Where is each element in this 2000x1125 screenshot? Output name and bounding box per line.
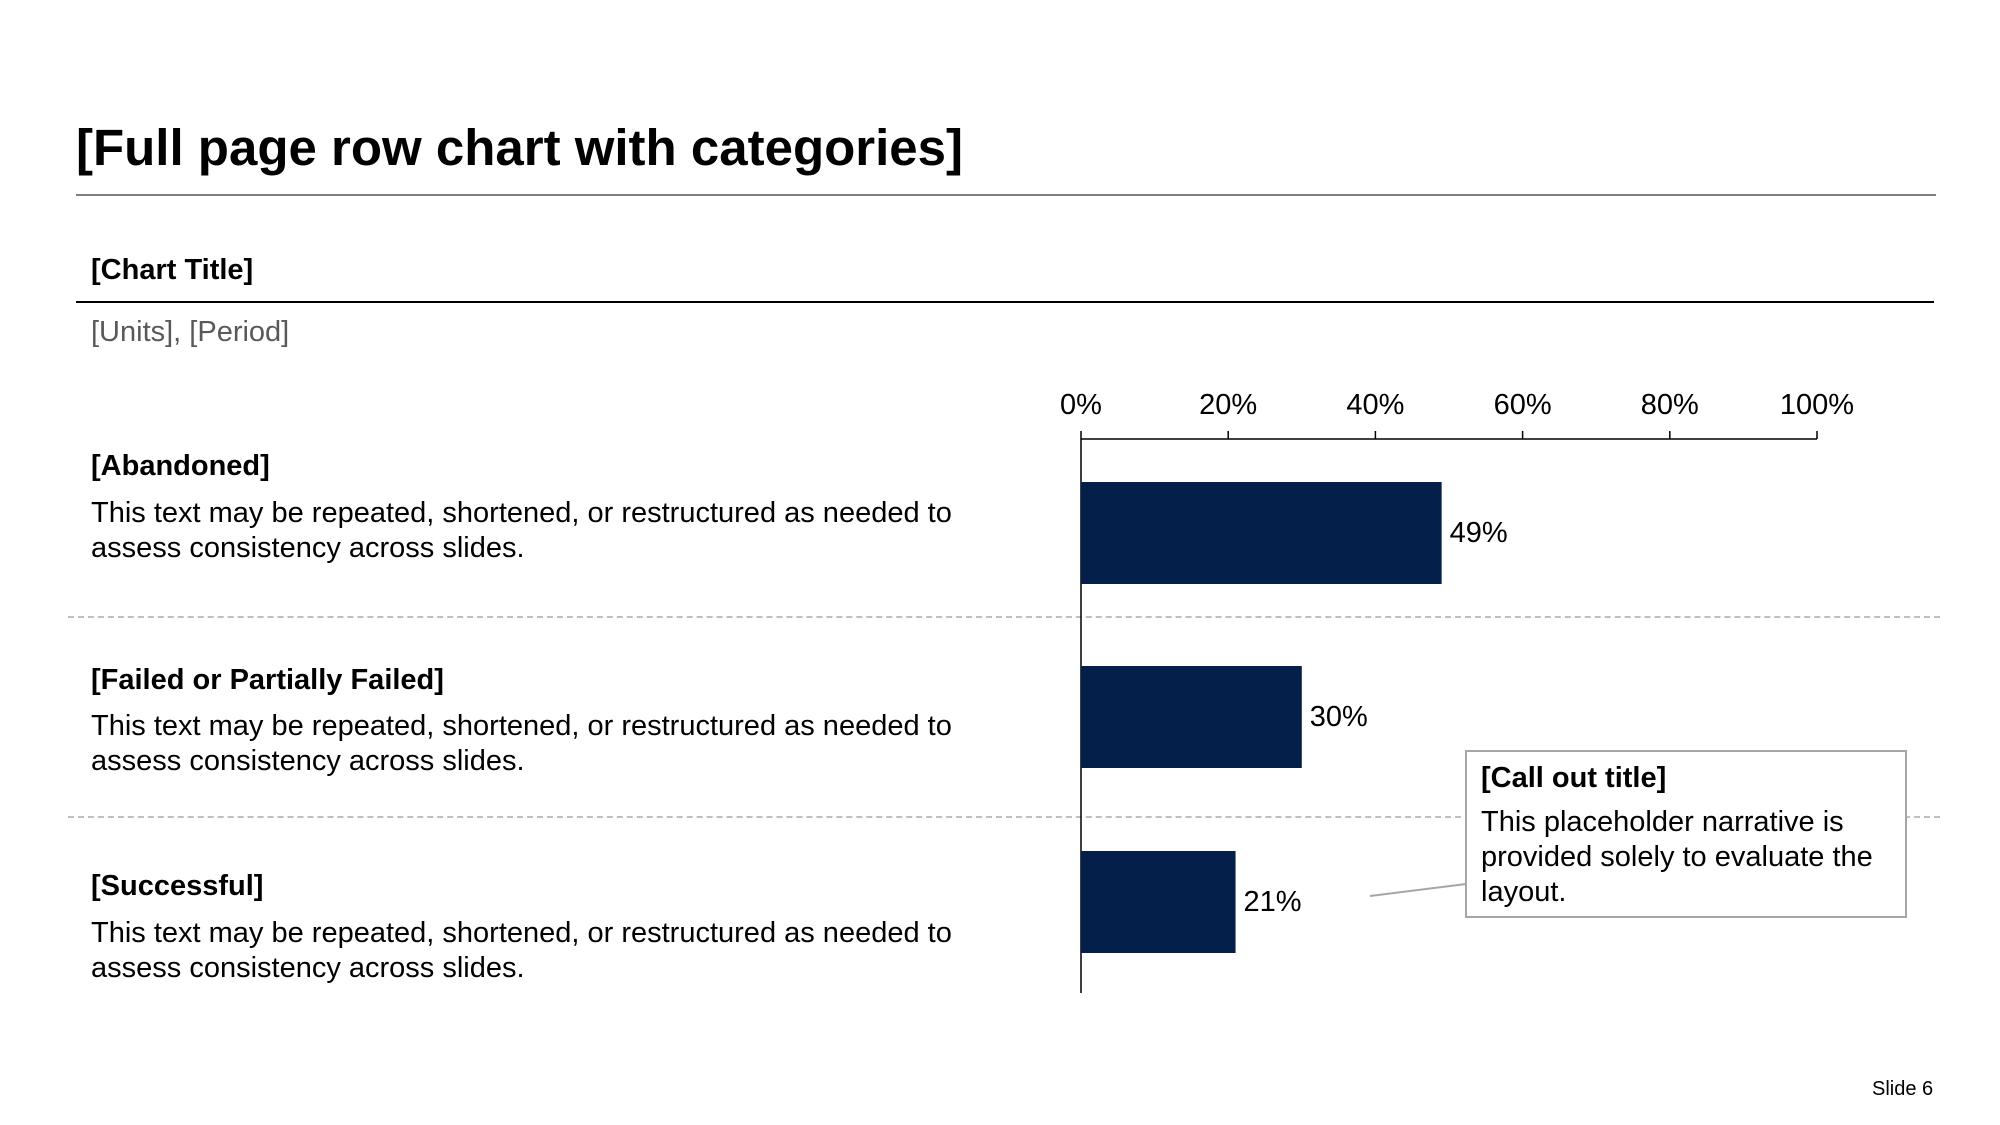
chart-title-divider [76, 301, 1934, 303]
row-separator [68, 616, 1940, 618]
x-tick-label: 0% [1060, 389, 1102, 421]
bar [1081, 666, 1302, 768]
page-title: [Full page row chart with categories] [76, 119, 963, 176]
category-label-successful: [Successful] [91, 870, 264, 902]
slide-number: Slide 6 [1872, 1078, 1934, 1100]
bar [1081, 482, 1442, 584]
bar-value-label: 49% [1450, 517, 1508, 549]
chart-subtitle: [Units], [Period] [91, 316, 290, 348]
chart-title: [Chart Title] [91, 254, 254, 286]
callout-body: This placeholder narrative is provided s… [1481, 806, 1873, 908]
x-tick-label: 100% [1780, 389, 1854, 421]
title-divider [76, 194, 1936, 196]
bar-value-label: 21% [1244, 886, 1302, 918]
x-tick-label: 40% [1346, 389, 1404, 421]
row-separator [68, 816, 1940, 818]
category-description-abandoned: This text may be repeated, shortened, or… [91, 497, 952, 564]
bar [1081, 851, 1236, 953]
callout-title: [Call out title] [1481, 762, 1667, 794]
callout-box: [Call out title] This placeholder narrat… [1465, 750, 1907, 918]
bar-value-label: 30% [1310, 701, 1368, 733]
x-tick-label: 60% [1494, 389, 1552, 421]
category-label-abandoned: [Abandoned] [91, 450, 270, 482]
category-description-failed: This text may be repeated, shortened, or… [91, 710, 952, 777]
x-tick-label: 80% [1641, 389, 1699, 421]
category-label-failed: [Failed or Partially Failed] [91, 664, 444, 696]
callout-leader-line [1369, 883, 1467, 897]
x-tick-label: 20% [1199, 389, 1257, 421]
category-description-successful: This text may be repeated, shortened, or… [91, 917, 952, 984]
